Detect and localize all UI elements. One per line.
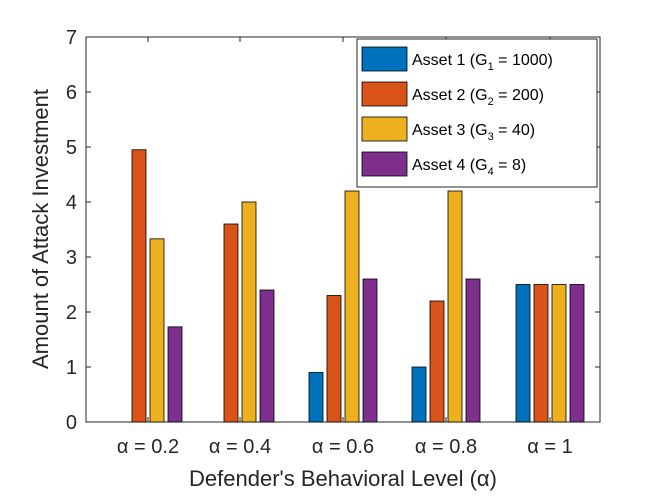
y-tick-label: 5: [66, 137, 77, 159]
x-tick-label: α = 0.2: [117, 436, 179, 458]
legend-label-2: Asset 2 (G2 = 200): [412, 87, 544, 108]
y-tick-label: 4: [66, 192, 77, 214]
bar-series1-α = 1: [515, 284, 531, 423]
x-tick-label: α = 0.8: [415, 436, 477, 458]
legend-swatch-3: [361, 116, 408, 142]
y-axis-title: Amount of Attack Investment: [28, 89, 53, 369]
bar-series2-α = 0.4: [223, 223, 239, 423]
bar-series2-α = 0.2: [131, 149, 147, 423]
bar-series3-α = 0.2: [149, 238, 165, 423]
y-tick-label: 7: [66, 27, 77, 49]
bar-series4-α = 0.6: [362, 278, 378, 423]
legend-swatch-4: [361, 151, 408, 177]
x-tick-label: α = 0.4: [209, 436, 271, 458]
bar-series3-α = 1: [551, 284, 567, 423]
legend-swatch-1: [361, 46, 408, 72]
bar-series2-α = 0.8: [429, 300, 445, 423]
bar-series4-α = 0.2: [167, 326, 183, 423]
y-tick-label: 3: [66, 247, 77, 269]
bar-series4-α = 0.4: [259, 289, 275, 423]
x-tick-label: α = 1: [527, 436, 572, 458]
legend-label-3: Asset 3 (G3 = 40): [412, 122, 535, 143]
legend-label-1: Asset 1 (G1 = 1000): [412, 52, 553, 73]
legend-label-4: Asset 4 (G4 = 8): [412, 157, 526, 178]
y-tick-label: 0: [66, 412, 77, 434]
bar-series3-α = 0.8: [447, 190, 463, 423]
bar-series1-α = 0.6: [308, 372, 324, 423]
bar-series3-α = 0.4: [241, 201, 257, 423]
y-tick-label: 2: [66, 302, 77, 324]
bar-series3-α = 0.6: [344, 190, 360, 423]
bar-series2-α = 1: [533, 284, 549, 423]
legend: Asset 1 (G1 = 1000) Asset 2 (G2 = 200) Ass…: [356, 38, 598, 188]
bar-series1-α = 0.8: [411, 366, 427, 423]
bar-series2-α = 0.6: [326, 295, 342, 423]
y-tick-label: 1: [66, 357, 77, 379]
x-tick-label: α = 0.6: [312, 436, 374, 458]
bar-series4-α = 0.8: [465, 278, 481, 423]
bar-series4-α = 1: [569, 284, 585, 423]
x-axis-title: Defender's Behavioral Level (α): [189, 466, 497, 491]
legend-swatch-2: [361, 81, 408, 107]
y-tick-label: 6: [66, 82, 77, 104]
